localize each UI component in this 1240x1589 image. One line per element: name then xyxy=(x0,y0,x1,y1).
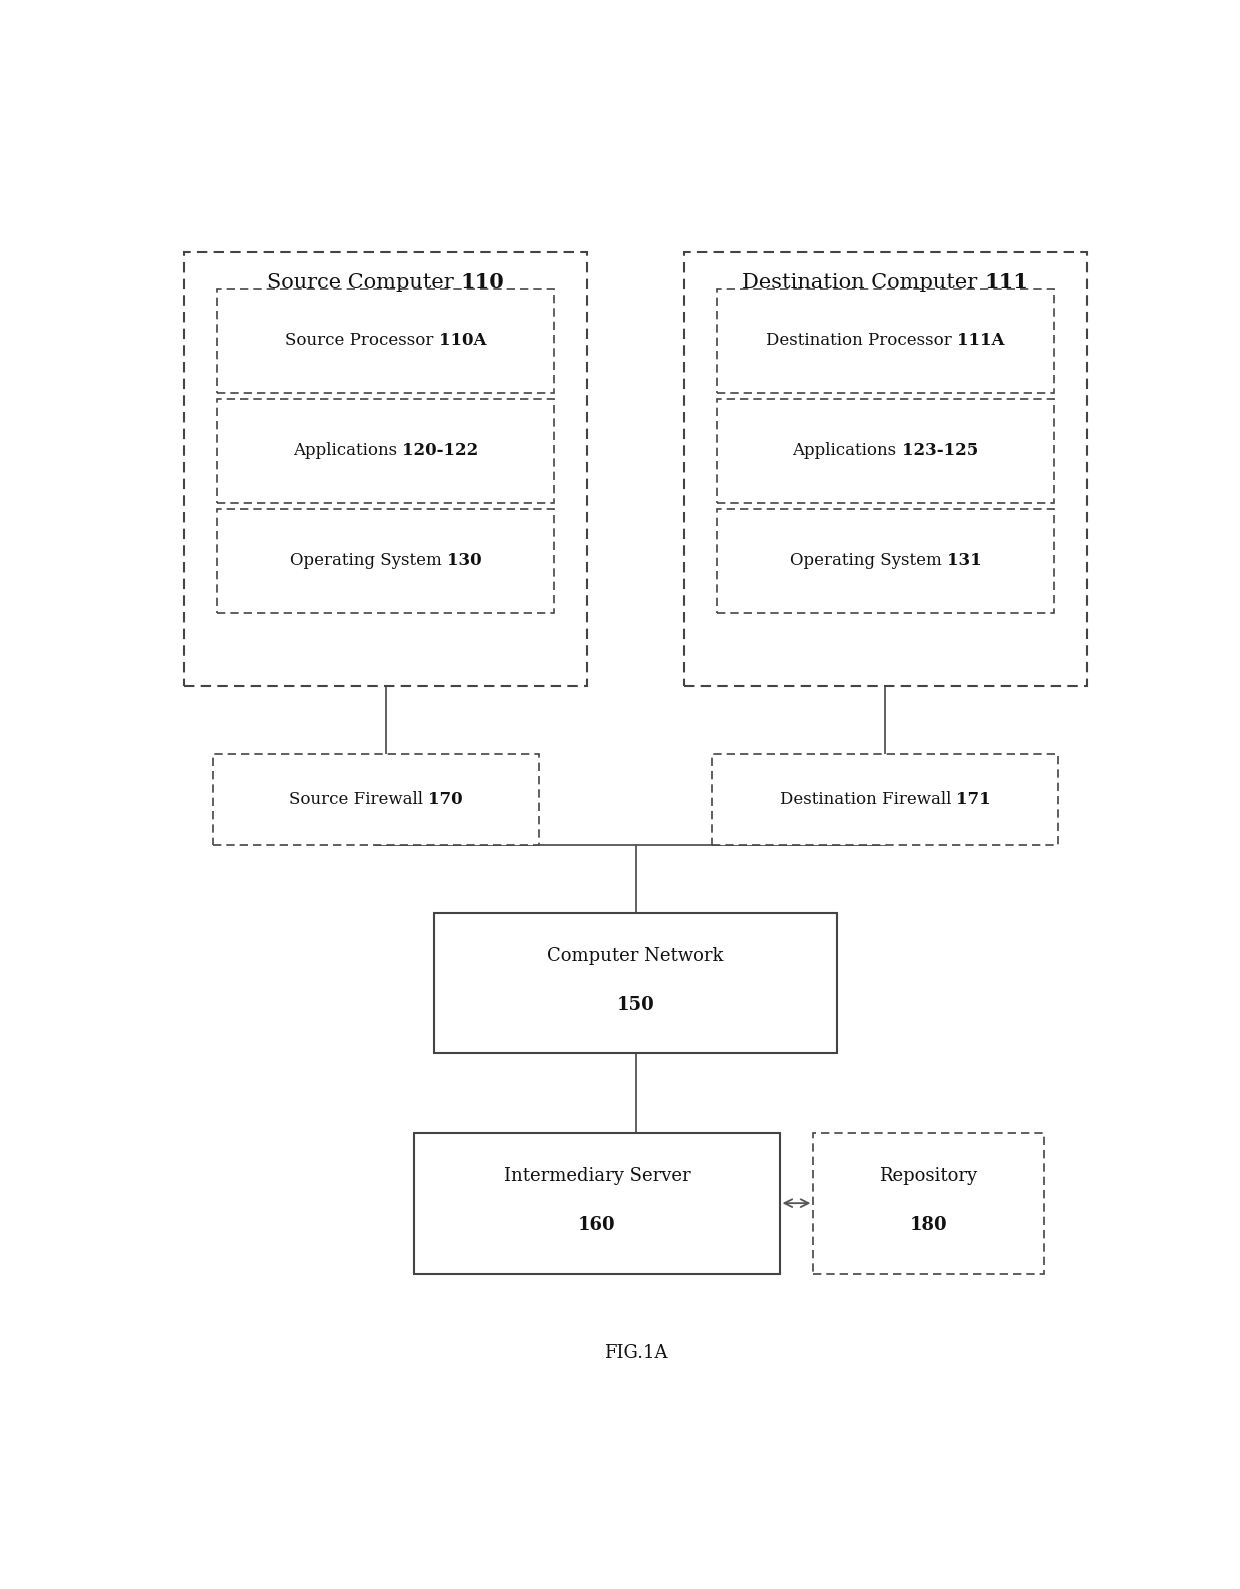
Text: Source Processor: Source Processor xyxy=(285,332,439,350)
Bar xyxy=(434,912,837,1054)
Text: FIG.1A: FIG.1A xyxy=(604,1344,667,1362)
Bar xyxy=(717,399,1054,502)
Text: Repository: Repository xyxy=(879,1168,977,1185)
Bar xyxy=(717,289,1054,392)
Text: 120-122: 120-122 xyxy=(402,442,479,459)
Bar xyxy=(213,753,539,845)
Bar xyxy=(712,753,1058,845)
Text: 130: 130 xyxy=(446,553,481,569)
Text: Intermediary Server: Intermediary Server xyxy=(503,1168,691,1185)
Bar xyxy=(683,251,1087,686)
Text: Operating System: Operating System xyxy=(290,553,446,569)
Bar xyxy=(414,1133,780,1273)
Text: 160: 160 xyxy=(578,1216,616,1235)
Text: Source Computer: Source Computer xyxy=(267,273,460,292)
Bar xyxy=(813,1133,1044,1273)
Text: 111: 111 xyxy=(985,272,1028,292)
Text: Source Firewall: Source Firewall xyxy=(289,791,428,807)
Text: 170: 170 xyxy=(428,791,463,807)
Bar xyxy=(217,399,554,502)
Bar xyxy=(217,508,554,613)
Text: 171: 171 xyxy=(956,791,991,807)
Text: 110: 110 xyxy=(460,272,505,292)
Text: Destination Firewall: Destination Firewall xyxy=(780,791,956,807)
Text: Applications: Applications xyxy=(792,442,901,459)
Bar xyxy=(184,251,588,686)
Text: 150: 150 xyxy=(616,996,655,1014)
Text: 180: 180 xyxy=(910,1216,947,1235)
Text: 123-125: 123-125 xyxy=(901,442,978,459)
Text: Computer Network: Computer Network xyxy=(547,947,724,965)
Text: 131: 131 xyxy=(946,553,981,569)
Text: Destination Processor: Destination Processor xyxy=(766,332,957,350)
Text: 110A: 110A xyxy=(439,332,486,350)
Text: Destination Computer: Destination Computer xyxy=(743,273,985,292)
Text: Applications: Applications xyxy=(293,442,402,459)
Text: Operating System: Operating System xyxy=(790,553,946,569)
Text: 111A: 111A xyxy=(957,332,1004,350)
Bar xyxy=(217,289,554,392)
Bar xyxy=(717,508,1054,613)
